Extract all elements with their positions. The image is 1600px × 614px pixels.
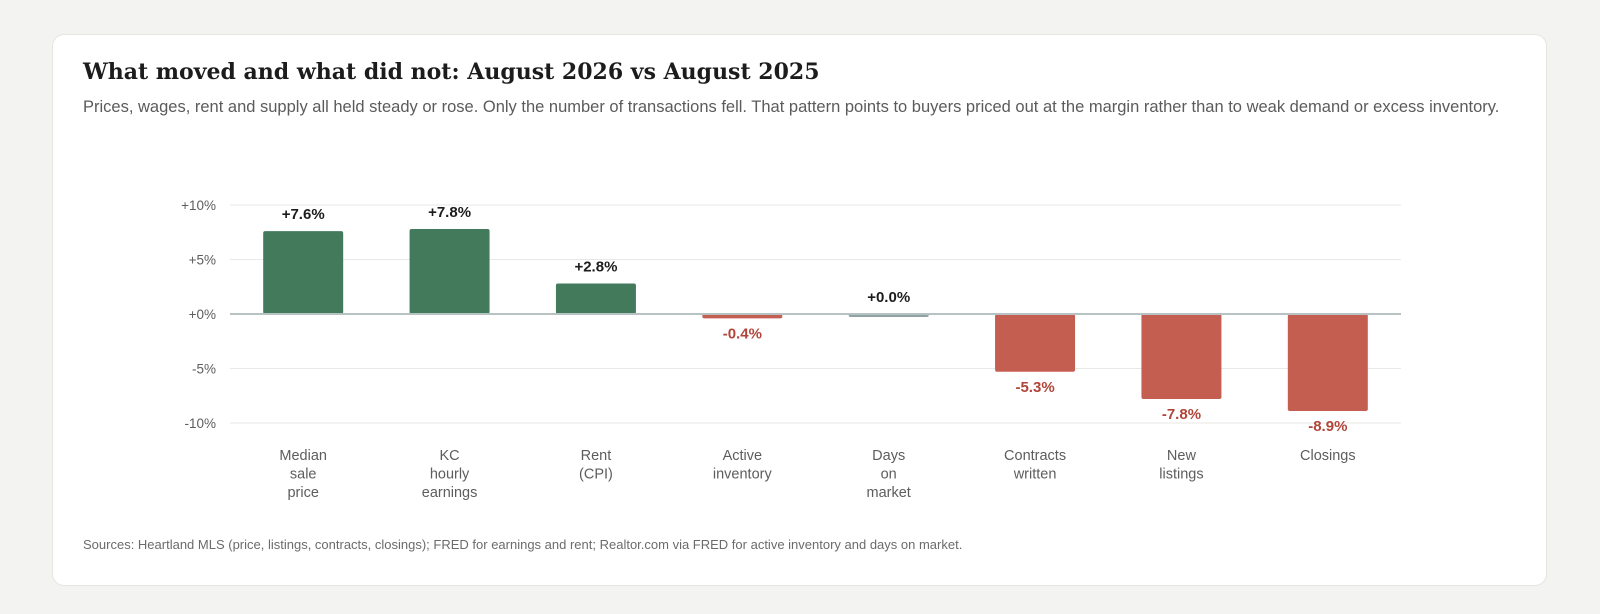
bar bbox=[555, 283, 636, 314]
x-category-label-line: on bbox=[881, 467, 897, 483]
x-category-label: Active inventory bbox=[713, 448, 773, 483]
bar bbox=[1141, 314, 1222, 400]
bar-value-label: +7.8% bbox=[428, 204, 471, 221]
x-category-label-line: price bbox=[287, 485, 318, 501]
x-category-label-line: (CPI) bbox=[579, 467, 613, 483]
x-category-label-line: Contracts bbox=[1004, 448, 1066, 464]
x-category-label-line: market bbox=[867, 485, 911, 501]
x-category-label: Contracts written bbox=[1004, 448, 1066, 483]
x-category-label: Closings bbox=[1300, 448, 1356, 464]
x-category-label: New listings bbox=[1159, 448, 1203, 483]
x-category-label-line: hourly bbox=[430, 467, 470, 483]
chart-title: What moved and what did not: August 2026… bbox=[83, 59, 820, 85]
x-category-label-line: inventory bbox=[713, 467, 773, 483]
x-category-label-line: Closings bbox=[1300, 448, 1356, 464]
bar bbox=[702, 314, 783, 319]
bar-chart: +10% +5% +0% -5% -10% +7.6% Median sale price +7.… bbox=[181, 198, 1401, 501]
x-category-label-line: Median bbox=[279, 448, 327, 464]
chart-card: What moved and what did not: August 2026… bbox=[52, 34, 1547, 586]
chart-subtitle: Prices, wages, rent and supply all held … bbox=[83, 98, 1500, 116]
bar bbox=[409, 228, 490, 314]
bar-value-label: -0.4% bbox=[723, 325, 762, 342]
x-category-label-line: Active bbox=[723, 448, 763, 464]
bar bbox=[1287, 314, 1368, 412]
x-category-label-line: Days bbox=[872, 448, 905, 464]
x-category-label-line: New bbox=[1167, 448, 1197, 464]
y-tick-label: +0% bbox=[189, 307, 216, 322]
x-category-label-line: listings bbox=[1159, 467, 1203, 483]
x-category-label-line: earnings bbox=[422, 485, 478, 501]
bar-value-label: +2.8% bbox=[574, 258, 617, 275]
bar-value-label: +0.0% bbox=[867, 289, 910, 306]
x-category-label-line: sale bbox=[290, 467, 317, 483]
bar-value-label: +7.6% bbox=[282, 206, 325, 223]
bar-value-label: -8.9% bbox=[1308, 418, 1347, 435]
source-note: Sources: Heartland MLS (price, listings,… bbox=[83, 537, 963, 552]
y-tick-label: -10% bbox=[184, 416, 216, 431]
bar bbox=[995, 314, 1076, 372]
x-category-label: Median sale price bbox=[279, 448, 327, 501]
bar bbox=[263, 231, 344, 314]
bar-value-label: -5.3% bbox=[1015, 379, 1054, 396]
y-tick-label: -5% bbox=[192, 362, 216, 377]
y-tick-label: +10% bbox=[181, 198, 216, 213]
y-tick-label: +5% bbox=[189, 253, 216, 268]
x-category-label-line: KC bbox=[439, 448, 459, 464]
bar-value-label: -7.8% bbox=[1162, 406, 1201, 423]
x-category-label-line: Rent bbox=[581, 448, 612, 464]
x-category-label: KC hourly earnings bbox=[422, 448, 478, 501]
x-category-label-line: written bbox=[1013, 467, 1057, 483]
x-category-label: Rent (CPI) bbox=[579, 448, 613, 483]
x-category-label: Days on market bbox=[867, 448, 911, 501]
